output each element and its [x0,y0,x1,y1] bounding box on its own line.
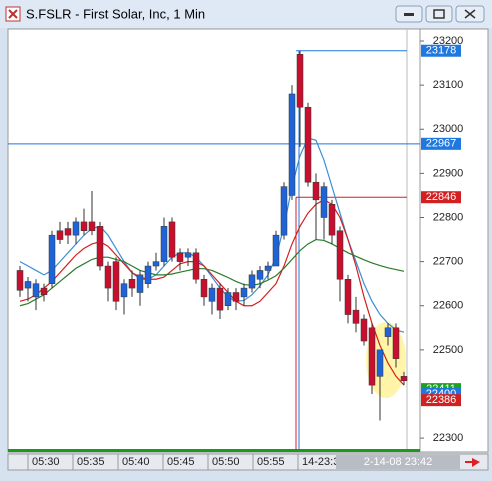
candle-body [184,252,192,258]
candle-body [144,265,152,284]
candle-body [400,376,408,381]
candle-body [336,230,344,280]
price-tag [421,44,461,57]
candle-body [136,274,144,293]
candle-body [384,327,392,337]
y-tick-label: 22800 [433,211,464,223]
candle-body [328,204,336,236]
candle-body [88,221,96,231]
candle-body [152,261,160,267]
candle-body [376,349,384,377]
candle-body [304,106,312,183]
cursor-time-box [336,455,460,469]
price-axis [419,28,489,453]
candle-body [24,281,32,289]
candle-body [192,252,200,280]
candle-body [240,287,248,298]
candle-body [80,221,88,231]
candle-body [344,279,352,315]
x-tick-label: 05:30 [32,456,60,468]
candle-body [368,327,376,386]
app-icon-glyph [8,9,18,19]
candle-body [264,265,272,271]
y-tick-label: 23000 [433,123,464,135]
price-tag-label: 22386 [426,394,457,406]
candle-body [128,279,136,289]
candle-body [280,186,288,236]
candle-body [56,230,64,240]
x-tick-label: 05:35 [77,456,105,468]
x-tick-label: 05:40 [122,456,150,468]
y-tick-label: 22500 [433,344,464,356]
maximize-button[interactable] [425,5,453,23]
candle-body [256,270,264,280]
window-title: S.FSLR - First Solar, Inc, 1 Min [26,6,205,21]
candle-body [360,318,368,342]
candle-body [392,327,400,359]
maximize-glyph [433,9,445,19]
y-tick-label: 22900 [433,167,464,179]
y-tick-label: 22600 [433,300,464,312]
moving-average [19,199,405,386]
candle-body [96,226,104,267]
y-tick-label: 23200 [433,35,464,47]
candle-body [296,54,304,108]
y-tick-label: 23100 [433,79,464,91]
candle-body [40,287,48,295]
candle-body [200,279,208,298]
scroll-arrow[interactable] [465,458,480,467]
close-glyph [464,9,476,19]
y-tick-label: 22700 [433,256,464,268]
candle-body [320,186,328,218]
candle-body [208,287,216,302]
price-tag-label: 22846 [426,191,457,203]
x-tick-label: 05:55 [257,456,285,468]
price-tag [421,191,461,204]
candle-body [120,283,128,298]
candle-body [16,270,24,291]
candle-body [312,181,320,201]
candle-body [224,292,232,306]
price-tag-label: 22967 [426,138,457,150]
price-tag [421,137,461,150]
candle-body [104,265,112,289]
x-tick-label: 14-23:30 [302,456,345,468]
candle-body [160,226,168,262]
candle-body [112,261,120,302]
minimize-glyph [404,13,414,16]
candle-body [232,292,240,302]
status-strip [8,449,420,452]
candle-body [248,274,256,289]
candle-body [64,228,72,236]
candle-body [176,252,184,262]
candle-body [168,221,176,258]
price-tag [421,394,461,407]
cursor-time: 2-14-08 23:42 [364,456,433,468]
candle-body [272,234,280,267]
x-tick-label: 05:50 [212,456,240,468]
candle-body [216,287,224,311]
y-tick-label: 22300 [433,432,464,444]
candle-body [48,234,56,284]
plot-area [7,28,421,453]
price-tag-label: 23178 [426,45,457,57]
candle-body [288,93,296,196]
candle-body [32,283,40,298]
x-tick-label: 05:45 [167,456,195,468]
candle-body [352,309,360,324]
candle-body [72,221,80,236]
